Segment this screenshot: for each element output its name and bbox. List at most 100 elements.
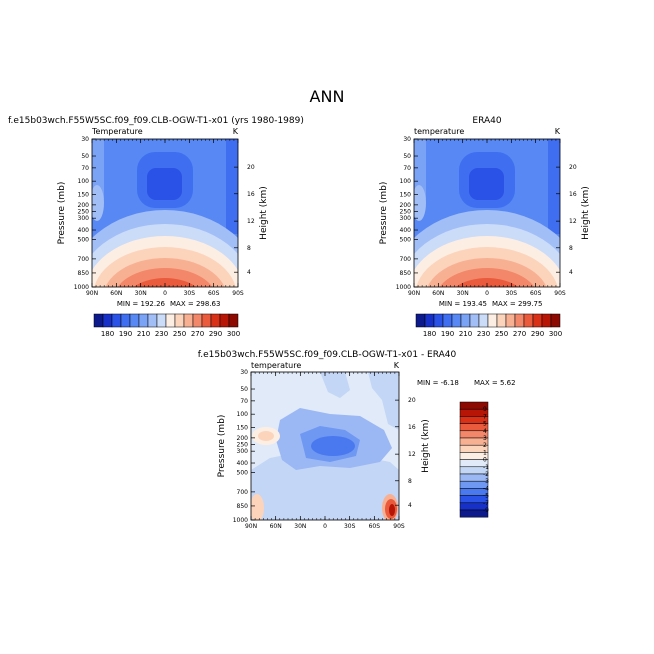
colorbar-label: -2 <box>483 471 489 478</box>
x-tick-label: 90S <box>393 523 405 530</box>
y2-tick-label: 16 <box>408 424 416 431</box>
panel3-title: f.e15b03wch.F55W5SC.f09_f09.CLB-OGW-T1-x… <box>198 350 457 360</box>
y-tick-label: 300 <box>78 215 90 222</box>
panel2-band-sp-strat <box>548 139 560 234</box>
panel3-band-warm-sp-max <box>389 504 395 516</box>
colorbar-swatch <box>459 509 489 518</box>
colorbar-swatch <box>174 313 185 328</box>
y-tick-label: 50 <box>240 386 248 393</box>
panel3-label-units: K <box>394 361 400 370</box>
colorbar-swatch <box>129 313 140 328</box>
y-tick-label: 200 <box>78 202 90 209</box>
panel1-band-7 <box>133 278 197 287</box>
x-tick-label: 90S <box>554 290 566 297</box>
x-tick-label: 90N <box>408 290 420 297</box>
colorbar-label: 190 <box>119 330 132 338</box>
x-tick-label: 30N <box>294 523 306 530</box>
colorbar-swatch <box>541 313 552 328</box>
panel-obs: ERA40 temperature K 90N 60N 30N 0 30S 60S 90S 3… <box>379 116 591 308</box>
colorbar-label: 5 <box>483 421 487 428</box>
colorbar-swatch <box>120 313 131 328</box>
y-tick-label: 300 <box>400 215 412 222</box>
panel3-band-core-min <box>311 436 355 456</box>
colorbar-label: -5 <box>483 493 489 500</box>
colorbar-swatch <box>505 313 516 328</box>
x-tick-label: 60N <box>270 523 282 530</box>
colorbar-swatch <box>460 313 471 328</box>
colorbar-label: 180 <box>101 330 114 338</box>
y2-tick-label: 4 <box>408 502 412 509</box>
y-tick-label: 400 <box>237 460 249 467</box>
y-tick-label: 150 <box>78 192 90 199</box>
panel1-title: f.e15b03wch.F55W5SC.f09_f09.CLB-OGW-T1-x… <box>8 116 304 126</box>
panel3-band-lower <box>251 452 399 520</box>
colorbar-label: 7 <box>483 413 487 420</box>
y2-tick-label: 8 <box>247 245 251 252</box>
colorbar-abs-left: 180 190 210 230 250 270 290 300 <box>93 313 240 338</box>
panel1-band-np-warm-pool <box>92 185 104 221</box>
y-tick-label: 250 <box>78 209 90 216</box>
panel3-y2-axis-label: Height (km) <box>421 419 431 473</box>
panel3-band-upper-left <box>251 372 305 420</box>
colorbar-swatch <box>514 313 525 328</box>
colorbar-label: -1 <box>483 464 489 471</box>
colorbar-label: 4 <box>483 428 487 435</box>
colorbar-label: 300 <box>227 330 240 338</box>
y-tick-label: 1000 <box>396 284 411 291</box>
y-tick-label: 1000 <box>74 284 89 291</box>
colorbar-label: 9 <box>483 406 487 413</box>
colorbar-swatch <box>156 313 167 328</box>
y-tick-label: 1000 <box>233 517 248 524</box>
y-tick-label: 400 <box>400 227 412 234</box>
colorbar-swatch <box>111 313 122 328</box>
y-tick-label: 150 <box>237 425 249 432</box>
y-tick-label: 700 <box>78 256 90 263</box>
x-tick-label: 30S <box>184 290 196 297</box>
y2-tick-label: 8 <box>408 478 412 485</box>
y-tick-label: 500 <box>400 237 412 244</box>
colorbar-label: 2 <box>483 442 487 449</box>
colorbar-swatch <box>228 313 239 328</box>
colorbar-label: 180 <box>423 330 436 338</box>
y-tick-label: 850 <box>78 270 90 277</box>
panel1-max-label: MAX = 298.63 <box>170 300 220 308</box>
y-tick-label: 850 <box>400 270 412 277</box>
colorbar-swatch <box>102 313 113 328</box>
y-tick-label: 150 <box>400 192 412 199</box>
colorbar-label: 0 <box>483 457 487 464</box>
y-tick-label: 100 <box>237 411 249 418</box>
y-tick-label: 30 <box>403 136 411 143</box>
panel1-band-6 <box>117 268 213 287</box>
y2-tick-label: 4 <box>569 269 573 276</box>
y-tick-label: 700 <box>237 489 249 496</box>
y-tick-label: 500 <box>237 470 249 477</box>
y-tick-label: 50 <box>403 153 411 160</box>
panel1-band-sp-strat <box>226 139 238 234</box>
panel3-min-label: MIN = -6.18 <box>417 379 459 387</box>
panel3-band-warm-nh-core <box>258 431 274 441</box>
panel-diff: f.e15b03wch.F55W5SC.f09_f09.CLB-OGW-T1-x… <box>198 350 516 530</box>
panel2-y2-axis-label: Height (km) <box>581 186 591 240</box>
y-tick-label: 700 <box>400 256 412 263</box>
colorbar-swatch <box>532 313 543 328</box>
panel3-max-label: MAX = 5.62 <box>474 379 516 387</box>
panel1-min-label: MIN = 192.26 <box>117 300 166 308</box>
figure-title: ANN <box>310 87 345 106</box>
colorbar-swatch <box>93 313 104 328</box>
colorbar-swatch <box>415 313 426 328</box>
y-tick-label: 30 <box>240 369 248 376</box>
y2-tick-label: 20 <box>247 164 255 171</box>
panel2-band-np-strat <box>414 139 426 199</box>
panel3-label-left: temperature <box>251 361 301 370</box>
panel3-band-upper-center <box>320 372 350 398</box>
y-tick-label: 50 <box>81 153 89 160</box>
colorbar-label: 290 <box>209 330 222 338</box>
colorbar-swatch <box>550 313 561 328</box>
y-tick-label: 70 <box>240 398 248 405</box>
x-tick-label: 60N <box>110 290 122 297</box>
x-tick-label: 30N <box>457 290 469 297</box>
colorbar-swatch <box>138 313 149 328</box>
y-tick-label: 850 <box>237 503 249 510</box>
y2-tick-label: 16 <box>569 191 577 198</box>
